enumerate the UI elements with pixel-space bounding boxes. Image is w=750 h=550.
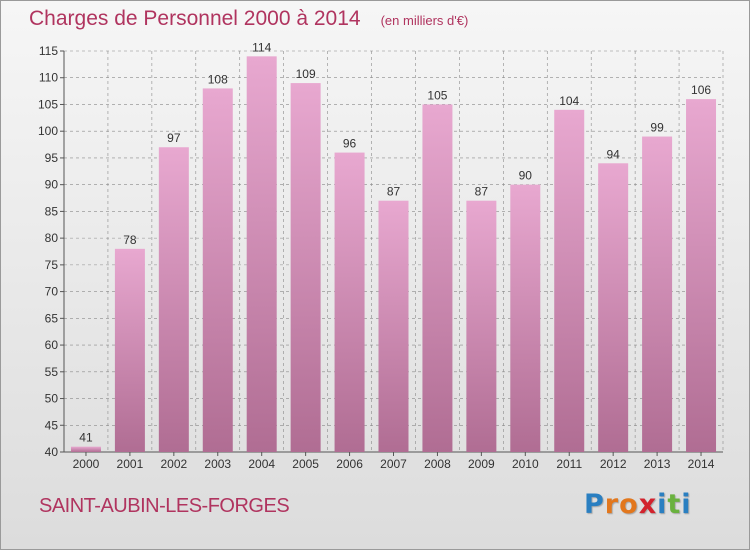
- bar: [290, 83, 321, 452]
- data-label: 106: [691, 83, 711, 97]
- x-tick-label: 2001: [117, 457, 144, 471]
- x-tick-label: 2007: [380, 457, 407, 471]
- data-label: 108: [208, 72, 228, 86]
- bar: [422, 104, 453, 452]
- logo-letter: i: [657, 489, 668, 520]
- x-tick-label: 2000: [73, 457, 100, 471]
- chart-subtitle: (en milliers d'€): [380, 13, 469, 28]
- y-tick-label: 65: [45, 311, 59, 325]
- bars: [70, 56, 717, 453]
- y-tick-label: 50: [45, 392, 59, 406]
- x-tick-label: 2003: [204, 457, 231, 471]
- y-tick-label: 115: [39, 44, 58, 58]
- x-tick-label: 2002: [160, 457, 187, 471]
- data-label: 105: [427, 88, 447, 102]
- y-tick-label: 75: [45, 258, 59, 272]
- y-tick-label: 60: [45, 338, 59, 352]
- chart-title-text: Charges de Personnel 2000 à 2014: [29, 7, 361, 30]
- x-tick-label: 2013: [644, 457, 671, 471]
- bar: [510, 184, 541, 452]
- y-tick-label: 85: [45, 204, 59, 218]
- bar: [378, 200, 409, 452]
- bar: [202, 88, 233, 452]
- bar: [114, 248, 145, 452]
- logo-letter: t: [667, 489, 682, 520]
- y-tick-label: 100: [38, 124, 58, 138]
- bar: [598, 163, 629, 452]
- y-tick-label: 95: [45, 151, 59, 165]
- bar: [70, 446, 101, 452]
- x-tick-label: 2005: [292, 457, 319, 471]
- data-label: 96: [343, 137, 357, 151]
- y-tick-label: 80: [45, 231, 59, 245]
- location-name: SAINT-AUBIN-LES-FORGES: [39, 495, 290, 517]
- logo-letter: r: [604, 489, 620, 520]
- y-tick-label: 105: [38, 97, 58, 111]
- x-tick-label: 2008: [424, 457, 451, 471]
- bar: [334, 152, 365, 452]
- proxiti-logo[interactable]: Proxiti: [584, 489, 692, 520]
- y-tick-label: 40: [45, 445, 59, 459]
- x-tick-label: 2014: [688, 457, 715, 471]
- data-label: 78: [123, 233, 137, 247]
- axes: 40 45 50 55 60 65 70 75 80 85 90 95 100 105 110 115 2000…: [38, 44, 723, 471]
- y-tick-label: 45: [45, 418, 59, 432]
- data-label: 87: [475, 185, 489, 199]
- x-tick-label: 2010: [512, 457, 539, 471]
- data-label: 99: [650, 121, 664, 135]
- x-tick-label: 2012: [600, 457, 627, 471]
- x-tick-label: 2004: [248, 457, 275, 471]
- bar: [554, 109, 585, 453]
- y-tick-label: 110: [39, 71, 58, 85]
- data-label: 87: [387, 185, 401, 199]
- chart-title: Charges de Personnel 2000 à 2014 (en mill…: [29, 7, 468, 31]
- bar: [466, 200, 497, 452]
- data-label: 97: [167, 131, 181, 145]
- x-tick-label: 2006: [336, 457, 363, 471]
- bar: [158, 147, 189, 453]
- x-tick-label: 2009: [468, 457, 495, 471]
- data-label: 94: [606, 147, 620, 161]
- logo-letter: i: [681, 489, 692, 520]
- bar: [642, 136, 673, 452]
- bar: [686, 99, 717, 453]
- logo-letter: P: [584, 489, 605, 520]
- data-label: 109: [296, 67, 316, 81]
- y-tick-label: 70: [45, 285, 59, 299]
- y-tick-label: 55: [45, 365, 59, 379]
- logo-letter: x: [638, 489, 658, 520]
- data-label: 41: [79, 431, 93, 445]
- bar: [246, 56, 277, 452]
- data-label: 90: [519, 169, 533, 183]
- x-tick-label: 2011: [556, 457, 582, 471]
- data-label: 104: [559, 94, 579, 108]
- y-tick-label: 90: [45, 178, 59, 192]
- logo-letter: o: [619, 489, 639, 520]
- data-labels: 41 78 97 108 114 109 96 87 105 87 90 104 94 99 106: [79, 40, 711, 444]
- data-label: 114: [252, 40, 271, 54]
